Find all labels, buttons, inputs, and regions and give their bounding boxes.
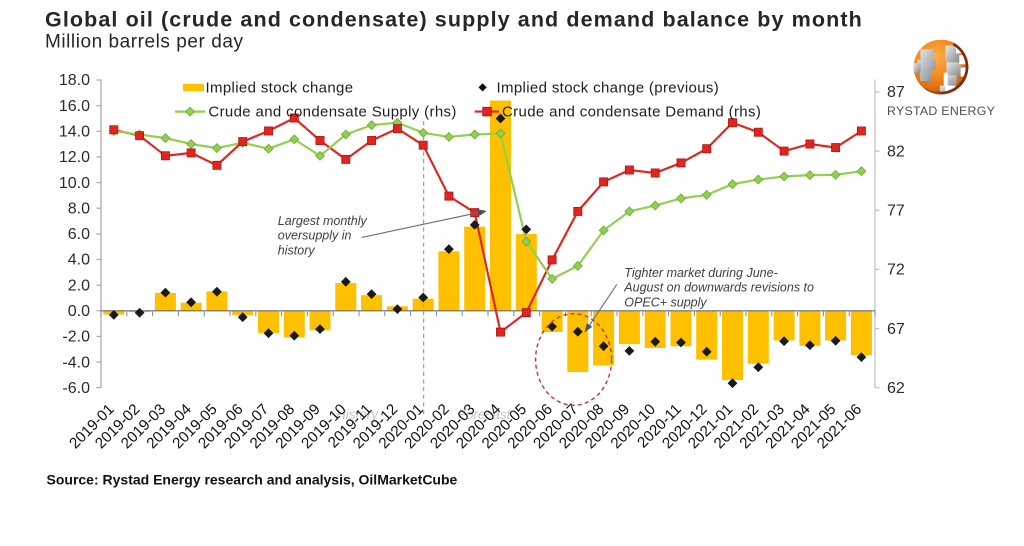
svg-text:67: 67 [887, 321, 905, 338]
svg-text:72: 72 [887, 262, 905, 279]
svg-text:87: 87 [887, 84, 905, 101]
svg-text:16.0: 16.0 [59, 98, 90, 115]
svg-text:Crude and condensate Demand (r: Crude and condensate Demand (rhs) [502, 104, 761, 121]
svg-text:RYSTAD ENERGY: RYSTAD ENERGY [887, 104, 995, 118]
svg-text:-6.0: -6.0 [62, 380, 90, 397]
svg-text:12.0: 12.0 [59, 149, 90, 166]
svg-text:77: 77 [887, 202, 905, 219]
svg-text:Crude and condensate Supply (r: Crude and condensate Supply (rhs) [208, 104, 456, 121]
svg-text:0.0: 0.0 [68, 303, 90, 320]
svg-text:OPEC+ supply: OPEC+ supply [624, 295, 707, 309]
svg-text:Global oil (crude and condensa: Global oil (crude and condensate) supply… [45, 8, 863, 32]
svg-text:4.0: 4.0 [68, 252, 90, 269]
svg-text:Largest monthly: Largest monthly [278, 214, 368, 228]
svg-text:history: history [278, 243, 316, 257]
svg-text:8.0: 8.0 [68, 200, 90, 217]
svg-text:oversupply in: oversupply in [278, 229, 352, 243]
svg-text:Implied stock change: Implied stock change [206, 79, 354, 96]
svg-text:Implied stock change (previous: Implied stock change (previous) [497, 79, 720, 96]
svg-text:2.0: 2.0 [68, 277, 90, 294]
svg-text:Source: Rystad Energy research: Source: Rystad Energy research and analy… [47, 472, 458, 488]
svg-text:Tighter market during June-: Tighter market during June- [624, 266, 777, 280]
svg-text:Forecast: Forecast [458, 407, 512, 422]
svg-text:82: 82 [887, 143, 905, 160]
svg-text:14.0: 14.0 [59, 124, 90, 141]
svg-text:6.0: 6.0 [68, 226, 90, 243]
svg-text:10.0: 10.0 [59, 175, 90, 192]
svg-text:18.0: 18.0 [59, 72, 90, 89]
svg-text:-4.0: -4.0 [62, 354, 90, 371]
svg-text:History: History [336, 407, 379, 422]
svg-text:August on downwards revisions: August on downwards revisions to [623, 281, 814, 295]
svg-text:62: 62 [887, 380, 905, 397]
svg-text:Million barrels per day: Million barrels per day [45, 32, 244, 53]
svg-text:-2.0: -2.0 [62, 329, 90, 346]
